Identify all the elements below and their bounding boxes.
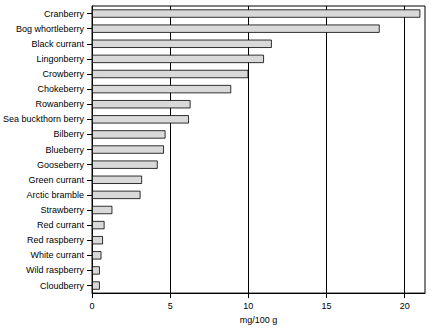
svg-text:White currant: White currant (31, 250, 85, 260)
svg-text:20: 20 (400, 301, 410, 311)
svg-text:Bilberry: Bilberry (54, 129, 85, 139)
svg-text:Red raspberry: Red raspberry (27, 235, 85, 245)
svg-text:Cloudberry: Cloudberry (40, 281, 85, 291)
svg-text:Black currant: Black currant (32, 39, 85, 49)
svg-text:Arctic bramble: Arctic bramble (27, 190, 85, 200)
svg-text:Wild raspberry: Wild raspberry (26, 265, 85, 275)
svg-text:Green currant: Green currant (29, 175, 85, 185)
svg-text:Chokeberry: Chokeberry (38, 84, 85, 94)
svg-text:Gooseberry: Gooseberry (37, 160, 85, 170)
svg-text:Bog whortleberry: Bog whortleberry (16, 24, 85, 34)
svg-text:Lingonberry: Lingonberry (37, 54, 85, 64)
svg-text:Rowanberry: Rowanberry (36, 99, 85, 109)
svg-text:Red currant: Red currant (37, 220, 85, 230)
svg-text:Strawberry: Strawberry (41, 205, 85, 215)
svg-text:mg/100 g: mg/100 g (240, 315, 278, 325)
svg-text:0: 0 (90, 301, 95, 311)
svg-text:15: 15 (322, 301, 332, 311)
svg-text:Cranberry: Cranberry (44, 9, 85, 19)
svg-text:Crowberry: Crowberry (43, 69, 85, 79)
svg-text:10: 10 (243, 301, 253, 311)
svg-text:5: 5 (168, 301, 173, 311)
svg-text:Sea buckthorn berry: Sea buckthorn berry (3, 114, 85, 124)
svg-text:Blueberry: Blueberry (46, 145, 85, 155)
